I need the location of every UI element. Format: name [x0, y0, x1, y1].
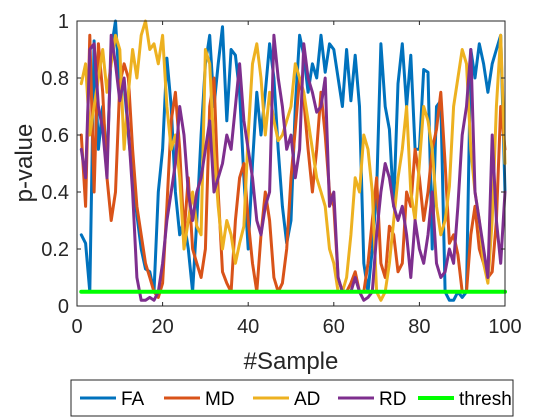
y-tick-label: 0.6	[41, 125, 69, 147]
x-tick-label: 80	[408, 316, 430, 338]
y-tick-label: 1	[58, 11, 69, 33]
y-tick-label: 0	[58, 296, 69, 318]
x-tick-label: 60	[323, 316, 345, 338]
legend-label-rd: RD	[379, 389, 406, 410]
x-tick-label: 40	[237, 316, 259, 338]
y-tick-label: 0.2	[41, 239, 69, 261]
x-tick-label: 100	[488, 316, 521, 338]
series-line-ad	[79, 19, 507, 302]
y-tick-label: 0.8	[41, 68, 69, 90]
x-tick-label: 20	[151, 316, 173, 338]
plot-area-border	[76, 20, 506, 307]
legend-label-md: MD	[205, 389, 235, 410]
series-line-rd	[79, 33, 507, 302]
x-tick-label: 0	[71, 316, 82, 338]
legend-label-fa: FA	[121, 389, 145, 410]
x-axis-label: #Sample	[244, 348, 339, 375]
y-tick-label: 0.4	[41, 182, 69, 204]
legend: FA MD AD RD thresh	[70, 379, 514, 417]
legend-label-thresh: thresh	[459, 389, 512, 410]
y-axis-label: p-value	[11, 124, 38, 203]
legend-label-ad: AD	[294, 389, 320, 410]
